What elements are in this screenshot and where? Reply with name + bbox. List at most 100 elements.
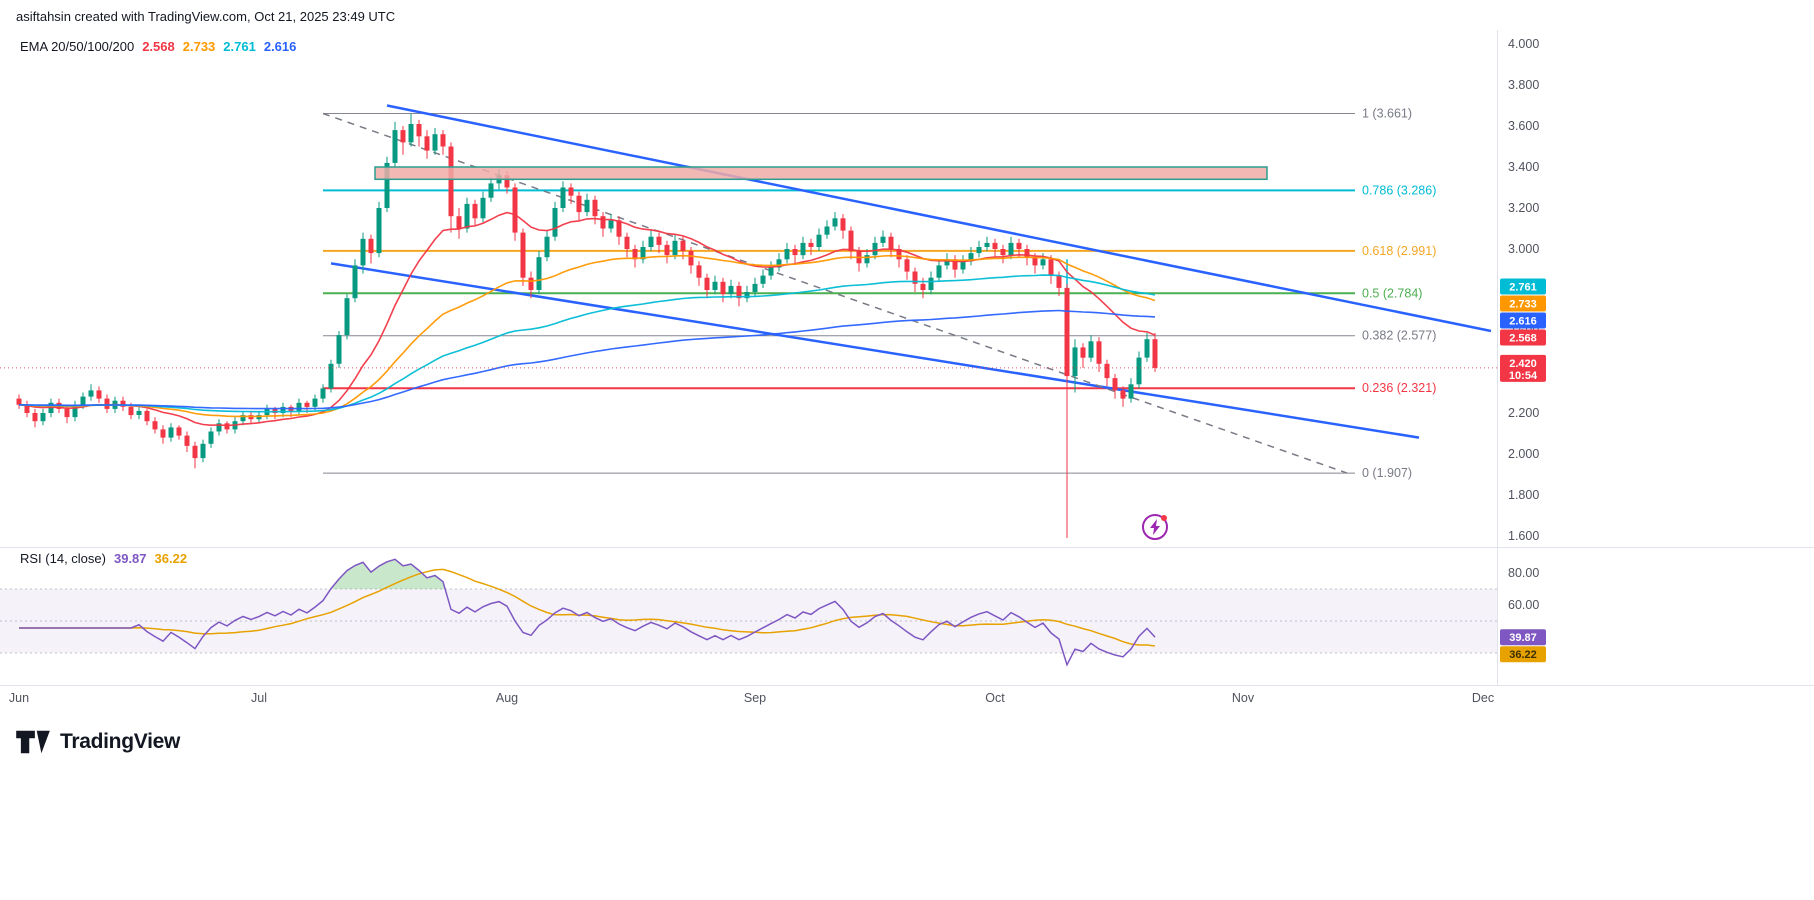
candle-body (936, 265, 942, 278)
candle-body (448, 146, 454, 217)
candle-body (456, 216, 462, 229)
candle-body (1072, 347, 1078, 377)
candle-body (1040, 259, 1046, 266)
candle-body (1024, 249, 1030, 258)
flash-icon-bolt (1150, 519, 1160, 535)
candle-body (648, 236, 654, 247)
price-axis-label: 2.200 (1508, 406, 1539, 420)
candle-body (1064, 287, 1070, 377)
candle-body (568, 187, 574, 196)
candle-body (472, 203, 478, 219)
rsi-line (19, 558, 1156, 667)
ema-legend-value: 2.616 (263, 39, 297, 54)
flash-icon-notification-dot (1161, 515, 1167, 521)
chart-plot-area[interactable] (0, 30, 1497, 686)
current-price-badge (1500, 354, 1546, 382)
rsi-value-badge (1500, 629, 1546, 646)
candle-body (128, 406, 134, 416)
candle-body (24, 404, 30, 413)
month-label: Jun (9, 691, 29, 705)
ema-legend-values: 2.568 2.733 2.761 2.616 (134, 39, 296, 54)
candle-body (744, 292, 750, 299)
rsi-indicator-legend[interactable]: RSI (14, close) 39.87 36.22 (20, 551, 187, 566)
candle-body (1112, 378, 1118, 391)
candle-body (280, 406, 286, 413)
candle-body (1096, 341, 1102, 364)
candle-body (624, 236, 630, 249)
candle-body (1016, 242, 1022, 249)
candle-body (512, 187, 518, 233)
price-axis-label: 3.200 (1508, 201, 1539, 215)
candle-body (656, 236, 662, 245)
candle-body (696, 265, 702, 278)
candle-body (424, 136, 430, 151)
candle-body (320, 388, 326, 399)
candle-body (728, 285, 734, 295)
candle-body (352, 265, 358, 299)
candle-body (888, 236, 894, 249)
candle-body (440, 134, 446, 147)
rsi-legend-value: 39.87 (113, 551, 147, 566)
candle-body (616, 220, 622, 237)
ema-price-badge-text: 2.568 (1509, 333, 1537, 345)
candle-body (328, 363, 334, 389)
flash-event-icon[interactable] (1142, 514, 1168, 540)
candle-body (960, 261, 966, 270)
fib-level-label: 0 (1.907) (1362, 466, 1412, 480)
candle-body (952, 259, 958, 270)
month-label: Oct (985, 691, 1005, 705)
candle-body (104, 398, 110, 409)
month-label: Sep (744, 691, 766, 705)
candle-body (432, 134, 438, 151)
candle-body (672, 240, 678, 256)
fib-level-label: 0.5 (2.784) (1362, 286, 1422, 300)
candle-body (704, 277, 710, 290)
candle-body (1056, 275, 1062, 288)
rsi-band (0, 589, 1497, 653)
candle-body (184, 435, 190, 446)
fib-level-label: 0.236 (2.321) (1362, 381, 1436, 395)
ema-line-50 (18, 254, 1156, 418)
fib-level-label: 1 (3.661) (1362, 106, 1412, 120)
candle-body (312, 398, 318, 407)
rsi-value-badge-text: 39.87 (1509, 632, 1537, 644)
supply-zone (374, 166, 1268, 181)
rsi-ma-line (19, 568, 1156, 647)
tradingview-logo-text: TradingView (60, 730, 181, 753)
fib-level-label: 0.786 (3.286) (1362, 183, 1436, 197)
candle-body (376, 208, 382, 254)
candle-body (1048, 259, 1054, 276)
candle-body (344, 298, 350, 336)
price-axis-label: 3.600 (1508, 119, 1539, 133)
candle-body (816, 234, 822, 247)
candle-body (16, 398, 22, 405)
candle-body (1104, 363, 1110, 379)
ema-price-badge (1500, 312, 1546, 329)
ema-price-badge-text: 2.761 (1509, 282, 1537, 294)
price-axis-label: 3.800 (1508, 78, 1539, 92)
candle-body (1000, 249, 1006, 256)
ema-legend-label: EMA 20/50/100/200 (20, 39, 135, 54)
candle-body (552, 208, 558, 237)
rsi-overbought-fill (330, 559, 446, 589)
ema-line-100 (18, 274, 1156, 413)
upper-descending-trendline (386, 104, 1492, 333)
candle-body (784, 249, 790, 260)
candle-body (944, 259, 950, 266)
candle-body (768, 267, 774, 276)
candle-body (40, 413, 46, 422)
tradingview-logo[interactable]: TradingView (14, 728, 180, 756)
ema-line-200 (18, 309, 1156, 410)
ema-price-badge (1500, 278, 1546, 295)
candle-body (368, 238, 374, 254)
ema-indicator-legend[interactable]: EMA 20/50/100/200 2.568 2.733 2.761 2.616 (20, 39, 296, 54)
candle-body (32, 413, 38, 422)
fib-level-label: 0.382 (2.577) (1362, 329, 1436, 343)
candle-body (64, 408, 70, 418)
time-axis[interactable] (0, 686, 1560, 712)
candle-body (408, 124, 414, 143)
candle-body (464, 203, 470, 229)
price-axis-label: 4.000 (1508, 37, 1539, 51)
